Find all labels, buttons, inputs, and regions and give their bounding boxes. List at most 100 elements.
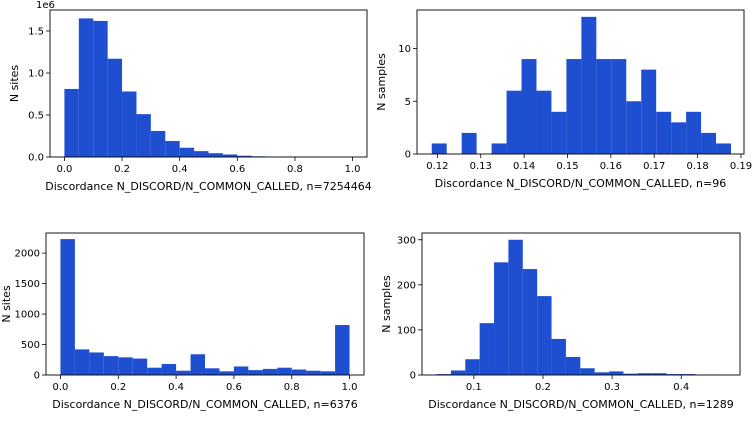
histogram-bar bbox=[93, 20, 108, 158]
histogram-bar bbox=[522, 269, 538, 375]
y-tick-label: 300 bbox=[397, 235, 416, 246]
histogram-bar bbox=[611, 59, 627, 154]
x-tick-label: 0.6 bbox=[229, 164, 245, 175]
subplot-br: 0.1 0.2 0.3 0.4 0 100 200 300 Discordance N_DISC… bbox=[380, 232, 741, 411]
histogram-bar bbox=[594, 372, 610, 375]
y-tick-label: 2000 bbox=[15, 249, 40, 260]
x-tick-label: 1.0 bbox=[342, 382, 358, 393]
histogram-bar bbox=[581, 16, 597, 154]
x-tick-label: 0.13 bbox=[470, 161, 492, 172]
histogram-bar bbox=[219, 371, 234, 375]
histogram-bar bbox=[165, 141, 180, 157]
x-axis-label: Discordance N_DISCORD/N_COMMON_CALLED, n… bbox=[435, 177, 726, 190]
histogram-bar bbox=[565, 356, 581, 375]
histogram-bar bbox=[176, 370, 191, 375]
y-tick-label: 1500 bbox=[15, 279, 40, 290]
histogram-bar bbox=[652, 373, 667, 375]
histogram-bar bbox=[479, 323, 495, 375]
histogram-bar bbox=[335, 325, 350, 375]
histogram-bar bbox=[161, 364, 177, 375]
histogram-bar bbox=[74, 349, 90, 375]
histogram-bar bbox=[150, 130, 166, 157]
x-tick-label: 0.0 bbox=[56, 164, 72, 175]
x-tick-label: 0.16 bbox=[600, 161, 622, 172]
x-tick-label: 0.12 bbox=[426, 161, 448, 172]
histogram-bar bbox=[78, 18, 94, 158]
axes-frame bbox=[416, 9, 745, 155]
y-tick-label: 0.5 bbox=[28, 111, 44, 122]
histogram-bar bbox=[262, 368, 278, 375]
histogram-bar bbox=[147, 367, 162, 375]
histogram-bar bbox=[107, 58, 123, 157]
histogram-bar bbox=[686, 111, 702, 154]
histogram-bar bbox=[671, 122, 687, 154]
y-tick-label: 0.0 bbox=[28, 153, 44, 164]
histogram-bar bbox=[580, 368, 595, 375]
y-tick-label: 5 bbox=[405, 97, 411, 108]
x-tick-label: 0.2 bbox=[110, 382, 126, 393]
histogram-bar bbox=[306, 370, 321, 375]
y-axis-label: N sites bbox=[0, 285, 13, 323]
histogram-bar bbox=[179, 147, 195, 157]
histogram-bar bbox=[291, 369, 307, 375]
x-tick-label: 0.0 bbox=[53, 382, 69, 393]
histogram-bar bbox=[666, 374, 681, 375]
y-axis-label: N samples bbox=[375, 53, 388, 111]
x-tick-label: 0.4 bbox=[673, 382, 689, 393]
histogram-bar bbox=[103, 356, 119, 375]
x-tick-label: 0.3 bbox=[604, 382, 620, 393]
histogram-bar bbox=[248, 370, 263, 375]
x-axis-label: Discordance N_DISCORD/N_COMMON_CALLED, n… bbox=[428, 398, 733, 411]
x-tick-label: 1.0 bbox=[345, 164, 361, 175]
histogram-bar bbox=[461, 132, 477, 154]
axis-offset-text: 1e6 bbox=[36, 0, 55, 11]
x-axis-label: Discordance N_DISCORD/N_COMMON_CALLED, n… bbox=[45, 180, 371, 193]
y-tick-label: 1.5 bbox=[28, 27, 44, 38]
histogram-bar bbox=[89, 352, 104, 375]
histogram-bar bbox=[222, 154, 238, 157]
x-tick-label: 0.15 bbox=[556, 161, 578, 172]
x-axis-label: Discordance N_DISCORD/N_COMMON_CALLED, n… bbox=[52, 398, 357, 411]
subplot-bl: 0.0 0.2 0.4 0.6 0.8 1.0 0 500 1000 1500 2000 Discor… bbox=[0, 232, 365, 411]
histogram-bar bbox=[506, 90, 522, 154]
histogram-bar bbox=[450, 370, 466, 375]
histogram-bar bbox=[596, 59, 612, 154]
subplot-tl: 0.0 0.2 0.4 0.6 0.8 1.0 0.0 0.5 1.0 1.5 Discordanc… bbox=[8, 0, 372, 193]
y-tick-label: 1000 bbox=[15, 310, 40, 321]
histogram-bar bbox=[190, 354, 205, 375]
y-tick-label: 0 bbox=[34, 371, 40, 382]
histogram-bar bbox=[60, 239, 75, 375]
y-axis-label: N samples bbox=[380, 275, 393, 333]
histogram-bar bbox=[431, 143, 447, 154]
histogram-bar bbox=[701, 132, 717, 154]
x-tick-label: 0.14 bbox=[513, 161, 535, 172]
histogram-bar bbox=[118, 357, 133, 375]
histogram-bar bbox=[320, 371, 336, 375]
x-tick-label: 0.8 bbox=[284, 382, 300, 393]
histogram-bar bbox=[208, 153, 223, 157]
x-tick-label: 0.1 bbox=[466, 382, 482, 393]
histogram-bar bbox=[237, 155, 252, 157]
y-tick-label: 10 bbox=[398, 44, 411, 55]
histogram-bar bbox=[641, 69, 657, 154]
histogram-bar bbox=[551, 111, 567, 154]
histogram-bar bbox=[136, 114, 151, 157]
histogram-bar bbox=[132, 358, 148, 375]
y-tick-label: 0 bbox=[410, 371, 416, 382]
x-tick-label: 0.4 bbox=[168, 382, 184, 393]
histogram-bar bbox=[680, 374, 696, 375]
histogram-bar bbox=[626, 101, 642, 154]
histogram-bar bbox=[536, 90, 552, 154]
histogram-bar bbox=[521, 59, 537, 154]
y-tick-label: 1.0 bbox=[28, 69, 44, 80]
histogram-bar bbox=[491, 143, 507, 154]
axes-frame bbox=[49, 9, 368, 158]
x-tick-label: 0.2 bbox=[114, 164, 130, 175]
histogram-bar bbox=[465, 359, 480, 375]
histogram-bar bbox=[233, 366, 249, 375]
x-tick-label: 0.6 bbox=[226, 382, 242, 393]
histogram-bar bbox=[716, 143, 731, 154]
y-tick-label: 200 bbox=[397, 280, 416, 291]
axes-frame bbox=[45, 232, 365, 376]
